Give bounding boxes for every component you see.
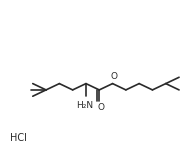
Text: O: O	[98, 103, 105, 112]
Text: HCl: HCl	[10, 133, 27, 143]
Text: H₂N: H₂N	[76, 101, 93, 110]
Text: O: O	[110, 72, 117, 81]
